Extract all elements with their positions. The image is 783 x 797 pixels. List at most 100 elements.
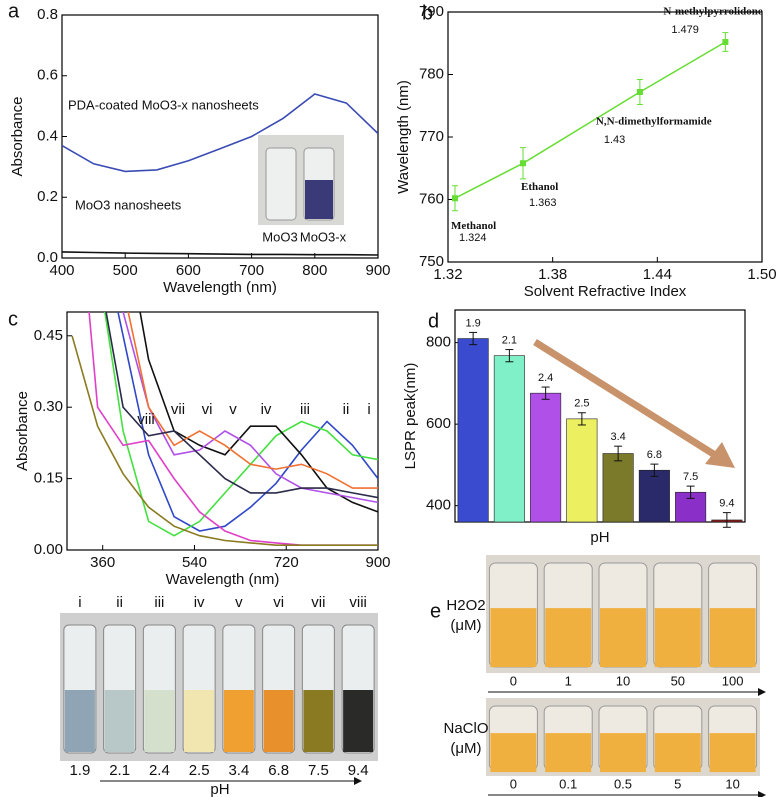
y-tick-label: 0.4 xyxy=(37,127,58,144)
bar-category-label: 9.4 xyxy=(719,498,734,510)
vial-liquid xyxy=(343,690,374,752)
y-tick-label: 0.15 xyxy=(34,470,63,487)
series-label: vii xyxy=(171,401,185,418)
series-label: MoO3 nanosheets xyxy=(75,197,182,212)
x-tick-label: 1.50 xyxy=(747,266,776,283)
y-tick-label: 0.6 xyxy=(37,67,58,84)
reagent-name: NaClO xyxy=(443,720,488,737)
vial-liquid xyxy=(654,733,701,773)
y-tick-label: 0.0 xyxy=(37,249,58,266)
vial-liquid xyxy=(263,690,294,752)
x-tick-label: 1.32 xyxy=(433,266,462,283)
y-tick-label: 0.30 xyxy=(34,398,63,415)
point xyxy=(520,160,527,167)
series-label: iii xyxy=(300,401,310,418)
series-line xyxy=(105,312,378,499)
concentration: 50 xyxy=(671,673,685,688)
inset-label: MoO3 xyxy=(262,229,297,244)
y-axis-label: Absorbance xyxy=(14,391,31,471)
bar-category-label: 2.5 xyxy=(574,398,589,410)
bar xyxy=(493,355,525,523)
y-axis-label: Wavelength (nm) xyxy=(395,80,412,194)
bar-category-label: 2.4 xyxy=(538,372,553,384)
ph-value: 6.8 xyxy=(268,762,289,779)
vial-liquid xyxy=(709,608,756,668)
bar-category-label: 6.8 xyxy=(647,449,662,461)
series-label: ii xyxy=(343,401,350,418)
series-label: vi xyxy=(202,401,213,418)
panel-letter: e xyxy=(430,600,441,622)
x-tick-label: 900 xyxy=(365,554,390,571)
y-tick-label: 760 xyxy=(419,190,444,207)
x-tick-label: 720 xyxy=(274,554,299,571)
vial-label: vii xyxy=(311,594,325,611)
reagent-unit: (μM) xyxy=(450,740,481,757)
panel-letter: d xyxy=(428,310,439,332)
panel-letter: b xyxy=(422,2,433,24)
concentration: 0.1 xyxy=(559,776,577,791)
vial-liquid xyxy=(654,608,701,668)
concentration: 100 xyxy=(722,673,744,688)
vial-liquid xyxy=(600,733,646,773)
point-label: Ethanol xyxy=(521,181,558,193)
point-value: 1.324 xyxy=(459,232,487,244)
series-line xyxy=(62,93,378,173)
x-tick-label: 1.44 xyxy=(643,266,672,283)
vial-liquid xyxy=(545,608,592,668)
series-line xyxy=(117,312,378,532)
vial-liquid xyxy=(144,690,175,752)
bar-category-label: 7.5 xyxy=(683,471,698,483)
x-tick-label: 600 xyxy=(176,262,201,279)
x-tick-label: 700 xyxy=(239,262,264,279)
point-label: Methanol xyxy=(451,220,496,232)
y-tick-label: 0.2 xyxy=(37,188,58,205)
series-line xyxy=(127,312,378,489)
vial-liquid xyxy=(223,690,254,752)
y-tick-label: 600 xyxy=(426,415,451,432)
point xyxy=(722,39,729,45)
ph-value: 9.4 xyxy=(348,762,369,779)
x-tick-label: 1.38 xyxy=(538,266,567,283)
bar xyxy=(638,469,670,523)
plot-frame xyxy=(454,309,746,523)
reagent-name: H2O2 xyxy=(446,597,485,614)
vial-label: iv xyxy=(194,594,205,611)
vial-liquid xyxy=(545,733,592,773)
ph-value: 2.5 xyxy=(189,762,210,779)
x-axis-label: Wavelength (nm) xyxy=(166,571,280,588)
y-tick-label: 750 xyxy=(419,253,444,270)
y-tick-label: 0.45 xyxy=(34,327,63,344)
concentration: 10 xyxy=(616,673,630,688)
series-label: iv xyxy=(261,401,272,418)
ph-value: 1.9 xyxy=(69,762,90,779)
series-label: i xyxy=(367,401,370,418)
concentration: 5 xyxy=(674,776,681,791)
concentration: 10 xyxy=(725,776,739,791)
vial-label: vi xyxy=(273,594,284,611)
y-tick-label: 0.00 xyxy=(34,541,63,558)
point-value: 1.43 xyxy=(604,134,625,146)
vial-liquid xyxy=(184,690,215,752)
concentration: 1 xyxy=(565,673,572,688)
vial-label: ii xyxy=(116,594,123,611)
plot-frame xyxy=(66,311,379,551)
series-label: PDA-coated MoO3-x nanosheets xyxy=(68,97,259,112)
vial-liquid xyxy=(305,180,333,219)
trend-arrowhead xyxy=(705,442,735,468)
bar xyxy=(566,418,598,523)
point-label: N,N-dimethylformamide xyxy=(596,116,712,128)
y-tick-label: 780 xyxy=(419,65,444,82)
x-tick-label: 900 xyxy=(365,262,390,279)
trend-arrow xyxy=(533,339,717,458)
vial xyxy=(265,147,297,221)
bar-category-label: 3.4 xyxy=(610,431,625,443)
x-tick-label: 360 xyxy=(90,554,115,571)
vial-liquid xyxy=(600,608,646,668)
bar xyxy=(530,392,562,523)
panel-letter: c xyxy=(8,308,18,330)
bar-category-label: 1.9 xyxy=(465,317,480,329)
concentration: 0 xyxy=(510,776,517,791)
series-line xyxy=(122,312,378,504)
vial-label: viii xyxy=(349,594,367,611)
